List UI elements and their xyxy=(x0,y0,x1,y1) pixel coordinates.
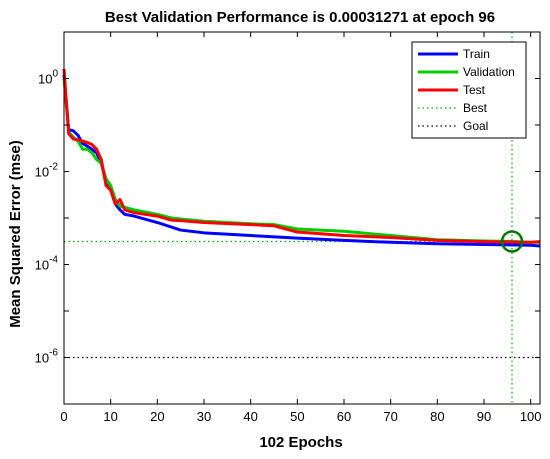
best-marker-group xyxy=(500,230,524,253)
x-tick-label: 0 xyxy=(60,409,67,424)
legend-label-train: Train xyxy=(463,47,490,61)
x-tick-label: 20 xyxy=(150,409,164,424)
legend-label-validation: Validation xyxy=(463,65,515,79)
legend-label-goal: Goal xyxy=(463,119,488,133)
x-tick-label: 50 xyxy=(290,409,304,424)
legend: Train Validation Test Best Goal xyxy=(411,41,527,139)
axes: 0 10 20 30 40 50 60 70 80 90 100 100 10-2 10-4 10-6 xyxy=(35,31,542,424)
y-axis-label: Mean Squared Error (mse) xyxy=(7,140,24,328)
x-tick-label: 90 xyxy=(477,409,491,424)
y-tick-label: 10-4 xyxy=(35,255,59,273)
x-tick-label: 70 xyxy=(383,409,397,424)
legend-label-test: Test xyxy=(463,83,486,97)
series-lines xyxy=(62,68,541,248)
x-tick-label: 80 xyxy=(430,409,444,424)
x-tick-label: 60 xyxy=(337,409,351,424)
y-tick-label: 100 xyxy=(38,69,58,87)
x-tick-label: 100 xyxy=(520,409,542,424)
series-line-validation xyxy=(62,78,540,244)
y-tick-label: 10-6 xyxy=(35,348,59,366)
x-tick-label: 30 xyxy=(197,409,211,424)
y-tick-label: 10-2 xyxy=(35,162,59,180)
legend-label-best: Best xyxy=(463,101,488,115)
x-tick-label: 40 xyxy=(243,409,257,424)
best-point-marker xyxy=(500,230,524,253)
x-axis-label: 102 Epochs xyxy=(259,434,342,451)
series-line-train xyxy=(62,74,541,248)
chart-title: Best Validation Performance is 0.0003127… xyxy=(105,9,495,26)
series-line-test xyxy=(62,68,541,244)
x-tick-label: 10 xyxy=(103,409,117,424)
